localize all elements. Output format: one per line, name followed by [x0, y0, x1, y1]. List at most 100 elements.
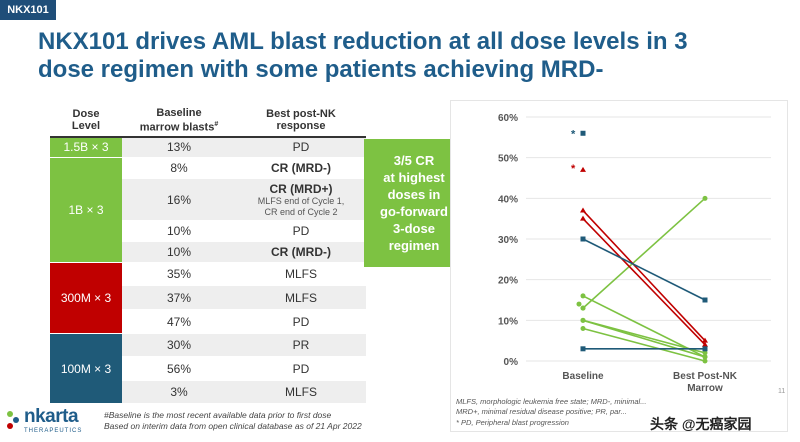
- header-dose-text: Dose: [72, 108, 100, 121]
- header-response: Best post-NK response: [236, 105, 366, 138]
- table-row: 37% MLFS: [50, 285, 366, 311]
- data-point: [702, 358, 708, 364]
- data-point: [580, 325, 586, 331]
- data-point: [580, 236, 586, 242]
- callout-line: doses in: [387, 187, 441, 202]
- page-title: NKX101 drives AML blast reduction at all…: [38, 28, 778, 84]
- pd-asterisk: *: [571, 163, 576, 175]
- data-point: [580, 293, 586, 299]
- response-cell: CR (MRD+) MLFS end of Cycle 1, CR end of…: [236, 178, 366, 222]
- page-number: 11: [778, 388, 786, 395]
- response-cell: PD: [236, 309, 366, 335]
- dose-cell: 300M × 3: [50, 262, 122, 335]
- baseline-cell: 30%: [122, 333, 236, 358]
- y-tick-label: 0%: [504, 357, 519, 368]
- response-cell: PD: [236, 356, 366, 382]
- title-line-1: NKX101 drives AML blast reduction at all…: [38, 28, 688, 55]
- series-line: [582, 319, 706, 354]
- y-tick-label: 60%: [498, 113, 518, 124]
- dose-cell: 100M × 3: [50, 333, 122, 405]
- series-line: [582, 218, 706, 346]
- response-cell: MLFS: [236, 380, 366, 405]
- baseline-cell: 37%: [122, 285, 236, 311]
- data-point: [580, 305, 586, 311]
- table-header-row: Dose Level Baseline marrow blasts# Best …: [50, 105, 366, 138]
- response-cell: PR: [236, 333, 366, 358]
- y-tick-label: 40%: [498, 194, 518, 205]
- table-row: 100M × 3 30% PR: [50, 333, 366, 405]
- logo-mark-icon: [7, 411, 19, 429]
- table-row: 1.5B × 3 13% PD: [50, 136, 366, 159]
- nkarta-logo: nkarta THERAPEUTICS: [4, 406, 99, 438]
- table-row: 3% MLFS: [50, 380, 366, 405]
- header-level-text: Level: [71, 120, 101, 133]
- x-tick-label: Best Post-NK: [673, 371, 738, 382]
- table-row: 47% PD: [50, 309, 366, 335]
- data-point: [702, 341, 708, 347]
- callout-line: regimen: [388, 238, 440, 253]
- series-line: [582, 197, 706, 309]
- baseline-cell: 16%: [122, 178, 236, 222]
- series-line: [582, 327, 706, 362]
- section-tag: NKX101: [0, 0, 56, 20]
- response-cell: PD: [236, 220, 366, 243]
- blast-change-chart-panel: 0% 10% 20% 30% 40% 50% 60% Baseline Best Post-NK…: [450, 100, 788, 432]
- chart-note: * PD, Peripheral blast progression: [456, 418, 569, 427]
- data-point: [580, 215, 586, 221]
- data-point: [580, 130, 586, 136]
- data-point: [702, 337, 708, 343]
- table-row: 1B × 3 8% CR (MRD-): [50, 157, 366, 264]
- callout-line: at highest: [383, 170, 445, 185]
- header-best-text: Best post-NK: [266, 108, 336, 121]
- cr-callout-box: 3/5 CR at highest doses in go-forward 3-…: [367, 139, 461, 267]
- table-row: 10% PD: [50, 220, 366, 243]
- response-cell: PD: [236, 136, 366, 159]
- baseline-cell: 47%: [122, 309, 236, 335]
- callout-line: 3-dose: [393, 221, 435, 236]
- dose-cell: 1B × 3: [50, 157, 122, 264]
- data-point: [702, 354, 708, 360]
- y-tick-label: 10%: [498, 316, 518, 327]
- data-point: [702, 350, 708, 356]
- table-row: 10% CR (MRD-): [50, 241, 366, 264]
- header-baseline-text: Baseline: [156, 107, 202, 119]
- x-tick-label: Marrow: [687, 383, 723, 391]
- data-point: [580, 317, 586, 323]
- baseline-cell: 35%: [122, 262, 236, 287]
- header-dose-level: Dose Level: [50, 105, 122, 138]
- response-subtext: MLFS end of Cycle 1,: [257, 195, 345, 206]
- response-text: CR (MRD+): [269, 181, 333, 196]
- baseline-cell: 56%: [122, 356, 236, 382]
- chart-note: MLFS, morphologic leukemia free state; M…: [456, 397, 647, 406]
- x-tick-label: Baseline: [562, 371, 604, 382]
- y-tick-label: 20%: [498, 276, 518, 287]
- data-point: [702, 297, 708, 303]
- dose-response-table: Dose Level Baseline marrow blasts# Best …: [50, 105, 366, 405]
- dose-cell: 1.5B × 3: [50, 136, 122, 159]
- callout-line: go-forward: [380, 204, 448, 219]
- response-subtext: CR end of Cycle 2: [264, 206, 338, 217]
- response-cell: CR (MRD-): [236, 157, 366, 180]
- response-cell: MLFS: [236, 285, 366, 311]
- data-point: [580, 207, 586, 213]
- blast-change-chart: 0% 10% 20% 30% 40% 50% 60% Baseline Best Post-NK…: [498, 113, 771, 394]
- table-row: 300M × 3 35% MLFS: [50, 262, 366, 335]
- baseline-cell: 10%: [122, 220, 236, 243]
- header-baseline: Baseline marrow blasts#: [122, 105, 236, 138]
- baseline-cell: 8%: [122, 157, 236, 180]
- title-line-2: dose regimen with some patients achievin…: [38, 56, 604, 83]
- chart-note: MRD+, minimal residual disease positive;…: [456, 407, 627, 416]
- table-row: 16% CR (MRD+) MLFS end of Cycle 1, CR en…: [50, 178, 366, 222]
- header-sup: #: [214, 121, 219, 128]
- baseline-cell: 3%: [122, 380, 236, 405]
- header-marrow-blasts-text: marrow blasts: [139, 121, 215, 134]
- baseline-cell: 10%: [122, 241, 236, 264]
- data-point: [580, 166, 586, 172]
- logo-subtitle: THERAPEUTICS: [24, 428, 83, 434]
- logo-name: nkarta: [24, 406, 79, 427]
- data-point: [580, 346, 586, 352]
- pd-asterisk: *: [571, 128, 576, 140]
- series-line: [582, 209, 706, 342]
- y-tick-label: 30%: [498, 235, 518, 246]
- data-point: [576, 301, 582, 307]
